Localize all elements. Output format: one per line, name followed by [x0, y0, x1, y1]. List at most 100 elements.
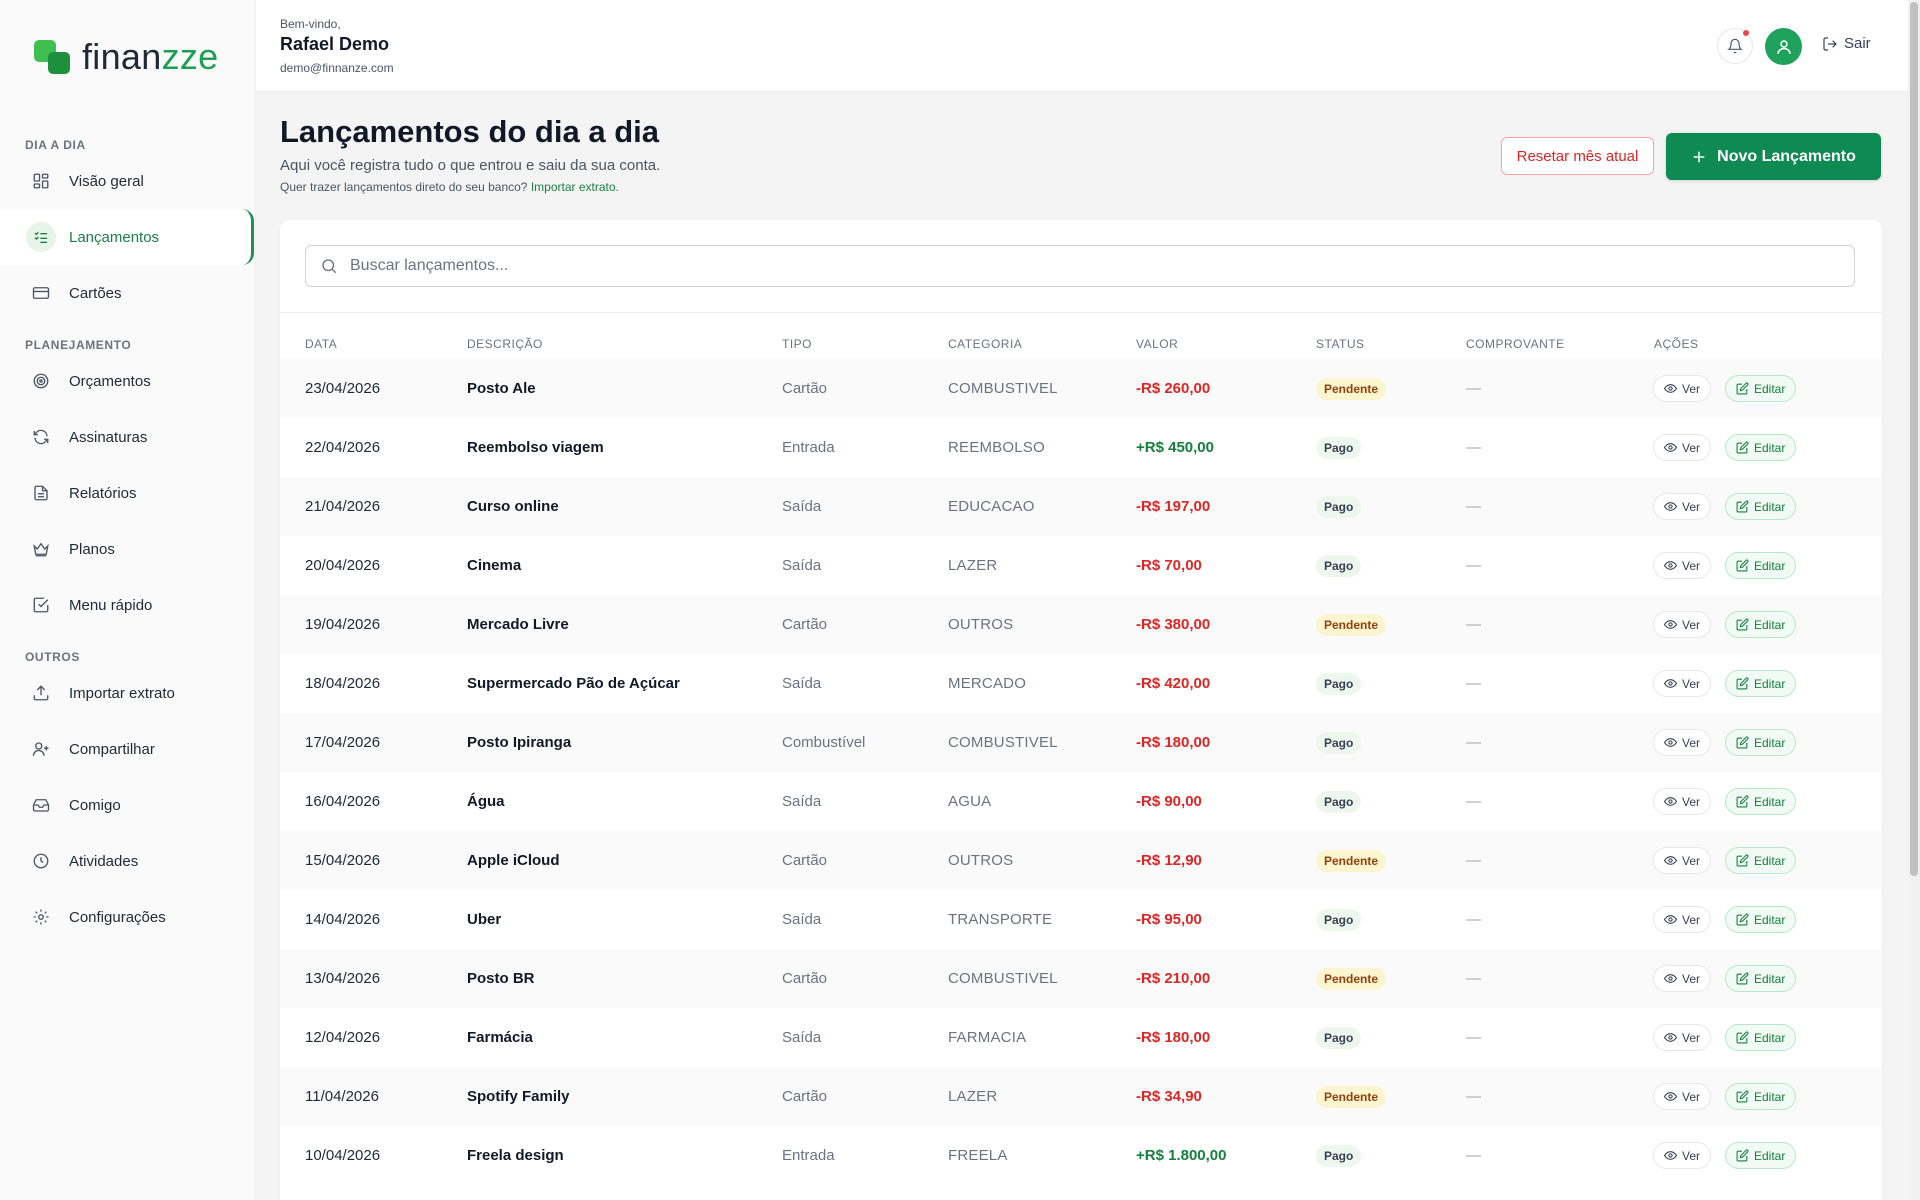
sidebar-item-relatorios[interactable]: Relatórios — [0, 465, 254, 521]
search-input[interactable] — [350, 257, 1830, 275]
status-badge: Pendente — [1316, 968, 1387, 991]
view-button[interactable]: Ver — [1653, 375, 1712, 402]
sidebar-item-lancamentos[interactable]: Lançamentos — [0, 209, 254, 265]
edit-button[interactable]: Editar — [1725, 670, 1797, 697]
brand-logo[interactable]: finanzze — [34, 36, 219, 78]
avatar[interactable] — [1765, 28, 1802, 65]
view-button[interactable]: Ver — [1653, 1083, 1712, 1110]
edit-button[interactable]: Editar — [1725, 611, 1797, 638]
status-badge: Pendente — [1316, 614, 1387, 637]
cell-category: OUTROS — [948, 852, 1014, 869]
edit-button[interactable]: Editar — [1725, 847, 1797, 874]
table-row[interactable]: 13/04/2026 Posto BR Cartão COMBUSTIVEL -R$ 2… — [280, 949, 1882, 1008]
sidebar-item-orcamentos[interactable]: Orçamentos — [0, 353, 254, 409]
table-row[interactable]: 10/04/2026 Freela design Entrada FREELA +R$ … — [280, 1126, 1882, 1185]
view-button[interactable]: Ver — [1653, 1142, 1712, 1169]
edit-button[interactable]: Editar — [1725, 965, 1797, 992]
sidebar-item-importar-extrato[interactable]: Importar extrato — [0, 665, 254, 721]
logout-button[interactable]: Sair — [1822, 35, 1871, 52]
view-button[interactable]: Ver — [1653, 847, 1712, 874]
edit-button[interactable]: Editar — [1725, 1024, 1797, 1051]
view-button[interactable]: Ver — [1653, 788, 1712, 815]
plus-icon — [1691, 149, 1707, 165]
scrollbar-thumb[interactable] — [1910, 2, 1918, 876]
page-title: Lançamentos do dia a dia — [280, 114, 659, 149]
reset-month-button[interactable]: Resetar mês atual — [1501, 137, 1654, 175]
cell-receipt: — — [1466, 498, 1481, 515]
sidebar-item-planos[interactable]: Planos — [0, 521, 254, 577]
cell-description: Curso online — [467, 498, 559, 515]
table-row[interactable]: 22/04/2026 Reembolso viagem Entrada REEMBOL… — [280, 418, 1882, 477]
table-row[interactable]: 17/04/2026 Posto Ipiranga Combustível COMBU… — [280, 713, 1882, 772]
new-entry-button[interactable]: Novo Lançamento — [1666, 133, 1881, 180]
edit-button[interactable]: Editar — [1725, 1083, 1797, 1110]
view-button[interactable]: Ver — [1653, 906, 1712, 933]
table-row[interactable]: 23/04/2026 Posto Ale Cartão COMBUSTIVEL -R$ … — [280, 359, 1882, 418]
sidebar-item-atividades[interactable]: Atividades — [0, 833, 254, 889]
cell-value: -R$ 90,00 — [1136, 793, 1202, 810]
sidebar-item-configuracoes[interactable]: Configurações — [0, 889, 254, 945]
edit-button[interactable]: Editar — [1725, 729, 1797, 756]
cell-status: Pago — [1316, 772, 1362, 831]
table-header: DATA DESCRIÇÃO TIPO CATEGORIA VALOR STAT… — [280, 320, 1882, 368]
table-row[interactable]: 16/04/2026 Água Saída AGUA -R$ 90,00 Pago — Ver… — [280, 772, 1882, 831]
cell-type: Cartão — [782, 970, 828, 987]
view-label: Ver — [1682, 1030, 1701, 1045]
edit-icon — [1736, 382, 1749, 395]
status-badge: Pago — [1316, 496, 1362, 519]
scrollbar[interactable] — [1908, 0, 1920, 1200]
edit-label: Editar — [1754, 735, 1786, 750]
edit-button[interactable]: Editar — [1725, 375, 1797, 402]
table-row[interactable]: 12/04/2026 Farmácia Saída FARMACIA -R$ 180,0… — [280, 1008, 1882, 1067]
edit-button[interactable]: Editar — [1725, 493, 1797, 520]
edit-button[interactable]: Editar — [1725, 552, 1797, 579]
import-statement-link[interactable]: Importar extrato. — [530, 180, 619, 194]
status-badge: Pendente — [1316, 378, 1387, 401]
column-header-categoria: CATEGORIA — [948, 337, 1023, 351]
view-button[interactable]: Ver — [1653, 552, 1712, 579]
table-row[interactable]: 15/04/2026 Apple iCloud Cartão OUTROS -R$ 12… — [280, 831, 1882, 890]
edit-button[interactable]: Editar — [1725, 906, 1797, 933]
sidebar-item-comigo[interactable]: Comigo — [0, 777, 254, 833]
sidebar-item-cartoes[interactable]: Cartões — [0, 265, 254, 321]
table-row[interactable]: 19/04/2026 Mercado Livre Cartão OUTROS -R$ 3… — [280, 595, 1882, 654]
view-label: Ver — [1682, 381, 1701, 396]
cell-value: -R$ 380,00 — [1136, 616, 1211, 633]
edit-button[interactable]: Editar — [1725, 788, 1797, 815]
search-box[interactable] — [305, 245, 1855, 287]
sidebar-item-label: Cartões — [69, 284, 122, 302]
view-button[interactable]: Ver — [1653, 965, 1712, 992]
sidebar-item-compartilhar[interactable]: Compartilhar — [0, 721, 254, 777]
view-button[interactable]: Ver — [1653, 493, 1712, 520]
table-row[interactable]: 20/04/2026 Cinema Saída LAZER -R$ 70,00 Pago —… — [280, 536, 1882, 595]
sidebar-item-visao-geral[interactable]: Visão geral — [0, 153, 254, 209]
cell-date: 10/04/2026 — [305, 1147, 381, 1164]
page-hint: Quer trazer lançamentos direto do seu ba… — [280, 180, 619, 194]
view-button[interactable]: Ver — [1653, 611, 1712, 638]
cell-description: Spotify Family — [467, 1088, 570, 1105]
edit-button[interactable]: Editar — [1725, 1142, 1797, 1169]
cell-value: -R$ 197,00 — [1136, 498, 1211, 515]
table-row[interactable]: 11/04/2026 Spotify Family Cartão LAZER -R$ 3… — [280, 1067, 1882, 1126]
sidebar-item-assinaturas[interactable]: Assinaturas — [0, 409, 254, 465]
refresh-icon — [30, 426, 52, 448]
view-button[interactable]: Ver — [1653, 729, 1712, 756]
table-row[interactable]: 18/04/2026 Supermercado Pão de Açúcar Saíd… — [280, 654, 1882, 713]
cell-description: Reembolso viagem — [467, 439, 604, 456]
view-button[interactable]: Ver — [1653, 670, 1712, 697]
sidebar-item-menu-rapido[interactable]: Menu rápido — [0, 577, 254, 633]
edit-icon — [1736, 854, 1749, 867]
status-badge: Pago — [1316, 732, 1362, 755]
table-row[interactable]: 14/04/2026 Uber Saída TRANSPORTE -R$ 95,00 Pa… — [280, 890, 1882, 949]
cell-description: Posto BR — [467, 970, 535, 987]
table-row[interactable]: 21/04/2026 Curso online Saída EDUCACAO -R$ 1… — [280, 477, 1882, 536]
edit-label: Editar — [1754, 794, 1786, 809]
edit-button[interactable]: Editar — [1725, 434, 1797, 461]
cell-date: 14/04/2026 — [305, 911, 381, 928]
cell-date: 18/04/2026 — [305, 675, 381, 692]
cell-category: OUTROS — [948, 616, 1014, 633]
notifications-button[interactable] — [1717, 28, 1753, 64]
eye-icon — [1664, 913, 1677, 926]
view-button[interactable]: Ver — [1653, 434, 1712, 461]
view-button[interactable]: Ver — [1653, 1024, 1712, 1051]
